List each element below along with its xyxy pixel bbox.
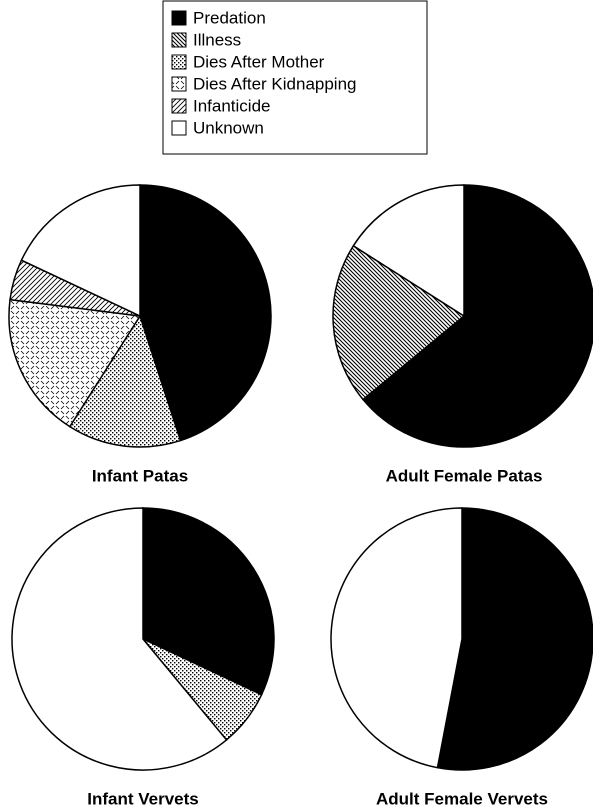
legend-label: Unknown (193, 118, 264, 137)
legend-swatch (171, 10, 187, 26)
pie-slice (362, 184, 593, 448)
pie-slice (20, 184, 141, 318)
pie-slice (142, 507, 275, 696)
pie-slice (352, 184, 465, 318)
pie-title: Adult Female Patas (386, 466, 543, 485)
legend-box (162, 0, 428, 155)
legend-label: Dies After Kidnapping (193, 74, 357, 93)
pie-slice (139, 184, 272, 442)
legend-label: Predation (193, 8, 266, 27)
pie-slice (11, 507, 228, 771)
pie-slice (332, 244, 466, 401)
pie-slice (8, 298, 142, 428)
pie-title: Infant Patas (92, 466, 188, 485)
legend-label: Dies After Mother (193, 52, 325, 71)
pie-title: Infant Vervets (87, 789, 199, 808)
pie-slice (68, 314, 182, 448)
legend-label: Infanticide (193, 96, 271, 115)
legend-swatch (171, 120, 187, 136)
pie-title: Adult Female Vervets (376, 789, 548, 808)
legend-swatch (171, 76, 187, 92)
legend-label: Illness (193, 30, 241, 49)
legend-swatch (171, 54, 187, 70)
pie-slice (436, 507, 593, 771)
legend-swatch (171, 32, 187, 48)
legend-swatch (171, 98, 187, 114)
pie-slice (330, 507, 463, 769)
